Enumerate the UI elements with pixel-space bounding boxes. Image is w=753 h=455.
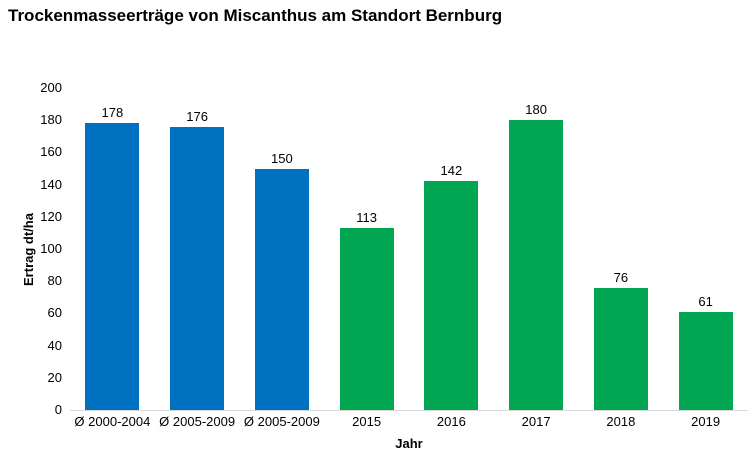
x-axis-labels: Ø 2000-2004 Ø 2005-2009 Ø 2005-2009 2015 201… bbox=[70, 414, 748, 429]
bar-slot: 180 bbox=[494, 88, 579, 410]
x-category-label: 2017 bbox=[521, 414, 551, 429]
x-category-label: 2015 bbox=[352, 414, 382, 429]
x-category-label: Ø 2005-2009 bbox=[159, 414, 236, 429]
y-tick-label: 0 bbox=[54, 402, 62, 417]
chart-title: Trockenmasseerträge von Miscanthus am St… bbox=[8, 6, 503, 25]
bar-value-label: 178 bbox=[101, 105, 124, 121]
y-tick-label: 100 bbox=[40, 241, 62, 256]
y-tick-label: 40 bbox=[47, 337, 62, 353]
bar-value-label: 180 bbox=[525, 102, 547, 118]
bar-slot: 113 bbox=[324, 88, 409, 410]
bar-value-label: 76 bbox=[613, 269, 629, 285]
bar-value-label: 61 bbox=[698, 293, 713, 309]
bar bbox=[509, 120, 564, 410]
bar-slot: 61 bbox=[663, 88, 748, 410]
bar-value-label: 176 bbox=[186, 108, 208, 124]
y-tick-label: 20 bbox=[47, 369, 62, 385]
x-axis-title: Jahr bbox=[395, 436, 423, 451]
x-category-label: Ø 2005-2009 bbox=[243, 414, 320, 429]
bar-value-label: 150 bbox=[271, 150, 293, 166]
bar bbox=[339, 228, 394, 410]
bar bbox=[170, 126, 225, 410]
x-category-label: Ø 2000-2004 bbox=[74, 414, 151, 429]
y-tick-label: 140 bbox=[40, 176, 62, 192]
x-category-label: 2019 bbox=[691, 414, 721, 429]
bar bbox=[85, 123, 140, 410]
bar-value-label: 113 bbox=[356, 210, 377, 226]
y-tick-label: 200 bbox=[40, 80, 62, 95]
y-tick-label: 80 bbox=[47, 273, 62, 289]
bar-value-label: 142 bbox=[440, 163, 463, 179]
y-axis-ticks: 0 20 40 60 80 100 120 140 160 180 200 bbox=[0, 80, 62, 417]
bar-slot: 150 bbox=[240, 88, 325, 410]
y-tick-label: 160 bbox=[40, 144, 62, 160]
y-tick-label: 180 bbox=[40, 112, 62, 128]
y-tick-label: 120 bbox=[40, 208, 62, 224]
bar-slot: 176 bbox=[155, 88, 240, 410]
bar-slot: 76 bbox=[579, 88, 664, 410]
bar-slot: 142 bbox=[409, 88, 494, 410]
bar bbox=[424, 181, 479, 410]
bar bbox=[254, 168, 309, 410]
bar-slot: 178 bbox=[70, 88, 155, 410]
x-category-label: 2018 bbox=[606, 414, 636, 429]
bar bbox=[678, 311, 733, 410]
plot-area: 178 176 150 113 142 180 76 61 bbox=[70, 88, 748, 411]
x-category-label: 2016 bbox=[436, 414, 466, 429]
bar bbox=[593, 287, 648, 410]
y-tick-label: 60 bbox=[47, 305, 62, 321]
